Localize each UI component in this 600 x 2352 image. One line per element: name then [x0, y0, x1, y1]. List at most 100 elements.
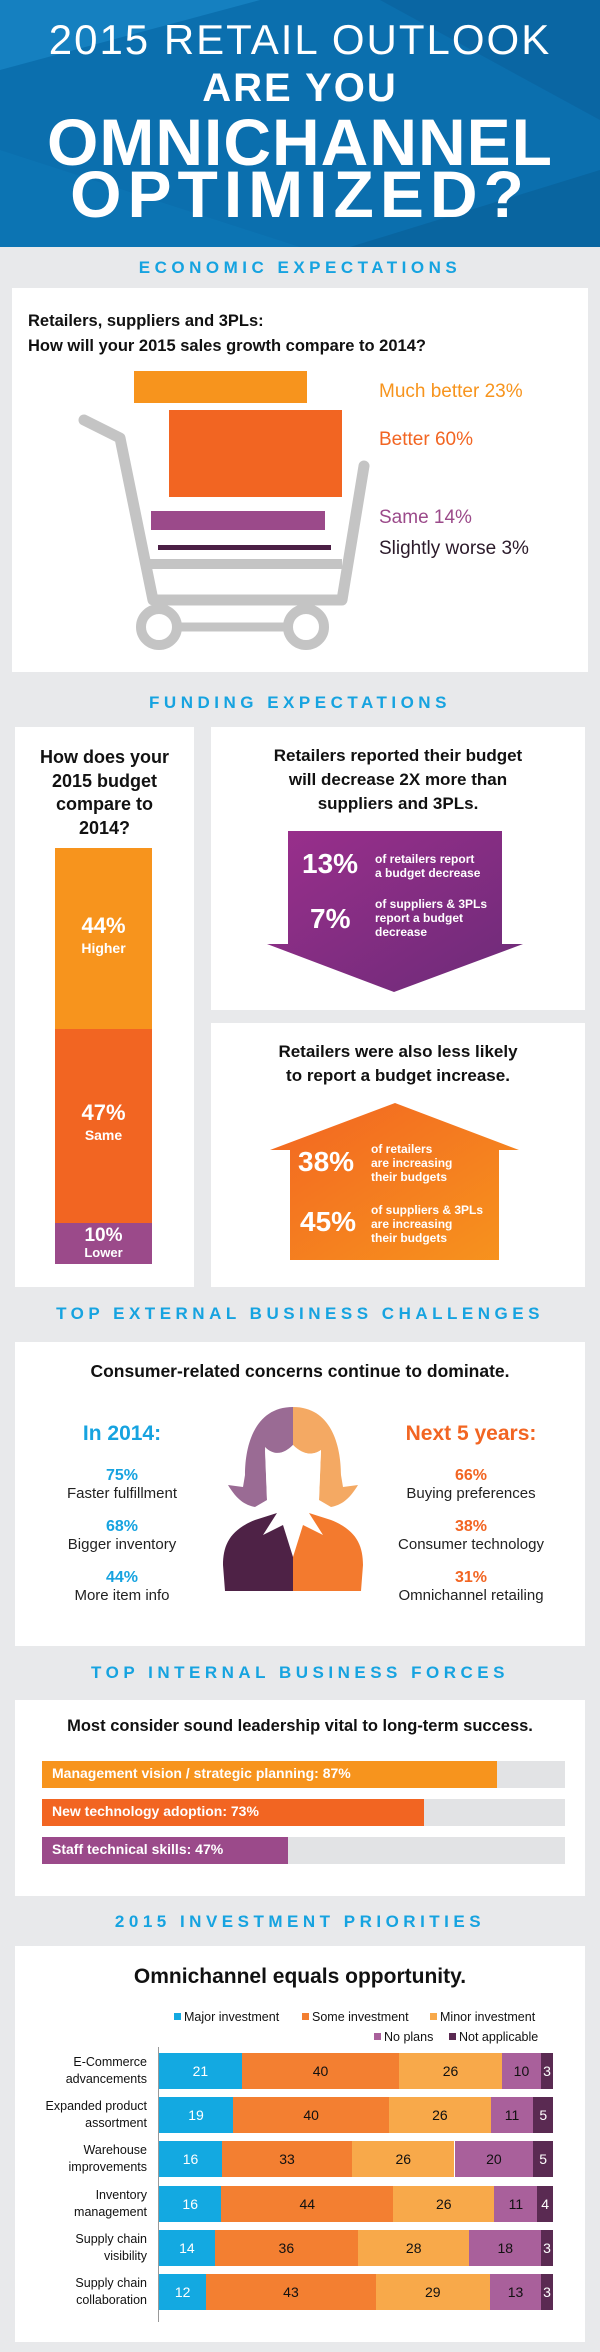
stat-line: a budget decrease	[375, 866, 481, 880]
section-title-funding: FUNDING EXPECTATIONS	[149, 693, 451, 712]
legend-label: Major investment	[184, 2010, 280, 2024]
stacked-bar: 14 36 28 18 3	[159, 2229, 553, 2266]
bar-segment: 26	[352, 2141, 455, 2178]
internal-heading: Most consider sound leadership vital to …	[67, 1717, 533, 1735]
question-line: compare to	[55, 794, 154, 814]
segment-same	[55, 1029, 152, 1223]
bar-segment: 11	[490, 2097, 534, 2134]
challenge-label: Buying preferences	[406, 1485, 536, 1502]
challenge-item: 75% Faster fulfillment	[22, 1467, 222, 1502]
section-title-internal: TOP INTERNAL BUSINESS FORCES	[91, 1663, 509, 1682]
challenge-pct: 68%	[105, 1518, 139, 1535]
question-line: How will your 2015 sales growth compare …	[28, 337, 426, 355]
legend-swatch	[430, 2013, 437, 2020]
heading-line: to report a budget increase.	[286, 1066, 510, 1085]
challenge-label: More item info	[74, 1587, 170, 1604]
stat-line: their budgets	[371, 1170, 448, 1184]
category-label-line: advancements	[65, 2072, 147, 2086]
force-bar-label: Management vision / strategic planning: …	[52, 1765, 351, 1781]
challenge-label: Consumer technology	[398, 1536, 544, 1553]
stat-retailer-increase-pct: 38%	[298, 1146, 355, 1177]
legend-label: Some investment	[312, 2010, 409, 2024]
challenge-label: Omnichannel retailing	[398, 1587, 544, 1604]
stacked-bar: 16 33 26 20 5	[159, 2141, 553, 2178]
bar-segment: 16	[159, 2141, 223, 2178]
stat-retailer-decrease-text: of retailers report a budget decrease	[375, 852, 480, 880]
category-label: Warehouse improvements	[10, 2142, 148, 2176]
challenge-label: Faster fulfillment	[66, 1485, 178, 1502]
bar-segment: 29	[375, 2274, 490, 2310]
legend-label: Not applicable	[459, 2030, 539, 2044]
challenge-item: 31% Omnichannel retailing	[371, 1569, 571, 1604]
segment-higher-label: Higher	[81, 940, 126, 956]
category-label: E-Commerce advancements	[10, 2054, 147, 2088]
heading-line: Retailers were also less likely	[278, 1042, 518, 1061]
next-5-years-title: Next 5 years:	[405, 1422, 537, 1445]
stat-line: their budgets	[371, 1231, 448, 1245]
segment-higher	[55, 848, 152, 1029]
category-label-line: assortment	[85, 2116, 147, 2131]
bar-segment: 3	[541, 2229, 553, 2266]
legend-item: Some investment	[302, 2010, 409, 2024]
category-label: Supply chain collaboration	[10, 2275, 147, 2309]
bar-segment: 3	[541, 2274, 553, 2310]
header-line1: 2015 RETAIL OUTLOOK	[48, 16, 552, 63]
bar-segment: 43	[206, 2274, 376, 2310]
bar-segment: 3	[541, 2053, 553, 2089]
category-label-line: Inventory	[95, 2187, 147, 2202]
increase-heading: Retailers were also less likely to repor…	[211, 1040, 585, 1088]
category-label-line: Warehouse	[83, 2143, 147, 2158]
force-bar-fill	[42, 1761, 497, 1788]
category-label: Expanded product assortment	[10, 2098, 147, 2132]
force-bar-label: Staff technical skills: 47%	[52, 1841, 224, 1857]
bar-same	[151, 511, 325, 530]
force-bar-fill	[42, 1799, 424, 1826]
heading-line: suppliers and 3PLs.	[317, 794, 479, 813]
stat-line: of suppliers & 3PLs	[375, 897, 488, 911]
category-label-line: visibility	[103, 2248, 147, 2263]
bar-segment: 11	[494, 2185, 538, 2222]
stat-line: are increasing	[371, 1156, 453, 1170]
section-title-economic: ECONOMIC EXPECTATIONS	[138, 258, 462, 277]
header-line2: ARE YOU	[202, 66, 398, 110]
in-2014-title: In 2014:	[82, 1422, 162, 1445]
section-title-external: TOP EXTERNAL BUSINESS CHALLENGES	[56, 1304, 544, 1323]
label-slightly-worse: Slightly worse 3%	[379, 538, 529, 559]
bar-much-better	[134, 371, 307, 403]
bar-segment: 44	[221, 2185, 394, 2222]
legend-swatch	[374, 2033, 381, 2040]
category-label-line: collaboration	[76, 2293, 147, 2307]
heading-line: Retailers reported their budget	[273, 746, 523, 765]
chart-axis	[158, 2047, 159, 2322]
force-bar-fill	[42, 1837, 288, 1864]
category-label-line: management	[74, 2204, 147, 2219]
challenge-item: 66% Buying preferences	[371, 1467, 571, 1502]
label-better: Better 60%	[379, 429, 473, 450]
bar-segment: 40	[233, 2097, 390, 2134]
bar-segment: 18	[469, 2229, 542, 2266]
bar-segment: 14	[159, 2229, 215, 2266]
label-same: Same 14%	[379, 507, 472, 528]
stat-supplier-increase-text: of suppliers & 3PLs are increasing their…	[371, 1203, 483, 1245]
force-bar-label: New technology adoption: 73%	[52, 1803, 259, 1819]
bar-segment: 13	[489, 2274, 542, 2310]
challenge-pct: 38%	[454, 1518, 488, 1535]
stat-supplier-decrease-pct: 7%	[310, 903, 351, 934]
investment-heading: Omnichannel equals opportunity.	[133, 1965, 467, 1988]
force-bar-track: Staff technical skills: 47%	[42, 1837, 565, 1864]
bar-segment: 4	[537, 2185, 553, 2222]
stacked-bar: 21 40 26 10 3	[159, 2053, 553, 2089]
heading-line: will decrease 2X more than	[288, 770, 508, 789]
person-icon	[223, 1407, 363, 1591]
legend-label: No plans	[384, 2030, 434, 2044]
stat-line: decrease	[375, 925, 428, 939]
shopping-cart-icon	[78, 414, 370, 650]
legend-swatch	[302, 2013, 309, 2020]
stat-line: of retailers report	[375, 852, 475, 866]
challenge-label: Bigger inventory	[67, 1536, 177, 1553]
category-label-line: Supply chain	[75, 2231, 147, 2246]
header-facets	[0, 0, 600, 247]
bar-segment: 33	[222, 2141, 353, 2178]
segment-higher-pct: 44%	[81, 913, 126, 938]
bar-segment: 26	[399, 2053, 502, 2089]
